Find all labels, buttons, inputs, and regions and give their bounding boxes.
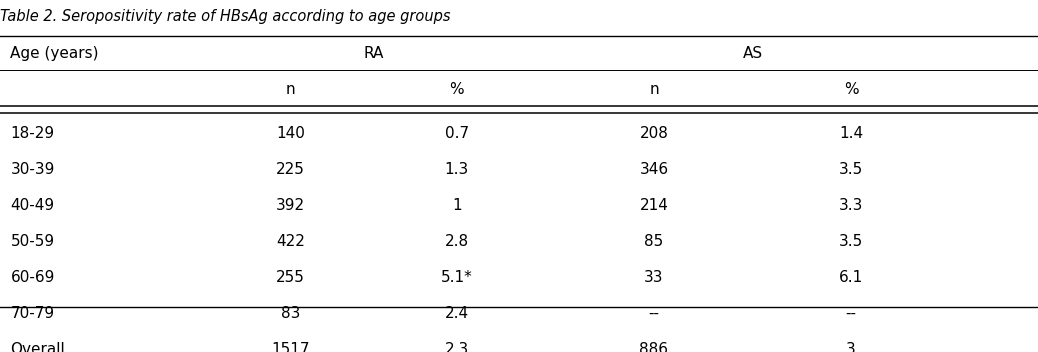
Text: 1.4: 1.4	[839, 126, 864, 141]
Text: 6.1: 6.1	[839, 270, 864, 285]
Text: 0.7: 0.7	[444, 126, 469, 141]
Text: 1.3: 1.3	[444, 162, 469, 177]
Text: 3: 3	[846, 342, 856, 352]
Text: 1: 1	[452, 198, 462, 213]
Text: 1517: 1517	[271, 342, 310, 352]
Text: Age (years): Age (years)	[10, 46, 99, 61]
Text: AS: AS	[742, 46, 763, 61]
Text: --: --	[846, 306, 856, 321]
Text: 3.5: 3.5	[839, 162, 864, 177]
Text: 392: 392	[276, 198, 305, 213]
Text: 3.5: 3.5	[839, 234, 864, 249]
Text: RA: RA	[363, 46, 384, 61]
Text: 422: 422	[276, 234, 305, 249]
Text: 140: 140	[276, 126, 305, 141]
Text: 225: 225	[276, 162, 305, 177]
Text: 5.1*: 5.1*	[441, 270, 472, 285]
Text: 886: 886	[639, 342, 668, 352]
Text: 50-59: 50-59	[10, 234, 55, 249]
Text: 2.3: 2.3	[444, 342, 469, 352]
Text: 60-69: 60-69	[10, 270, 55, 285]
Text: --: --	[649, 306, 659, 321]
Text: 30-39: 30-39	[10, 162, 55, 177]
Text: n: n	[649, 82, 659, 97]
Text: 85: 85	[645, 234, 663, 249]
Text: 83: 83	[281, 306, 300, 321]
Text: 3.3: 3.3	[839, 198, 864, 213]
Text: 70-79: 70-79	[10, 306, 55, 321]
Text: %: %	[449, 82, 464, 97]
Text: n: n	[285, 82, 296, 97]
Text: 18-29: 18-29	[10, 126, 55, 141]
Text: 2.4: 2.4	[444, 306, 469, 321]
Text: 2.8: 2.8	[444, 234, 469, 249]
Text: %: %	[844, 82, 858, 97]
Text: 255: 255	[276, 270, 305, 285]
Text: Overall: Overall	[10, 342, 65, 352]
Text: Table 2. Seropositivity rate of HBsAg according to age groups: Table 2. Seropositivity rate of HBsAg ac…	[0, 10, 450, 24]
Text: 208: 208	[639, 126, 668, 141]
Text: 346: 346	[639, 162, 668, 177]
Text: 40-49: 40-49	[10, 198, 55, 213]
Text: 214: 214	[639, 198, 668, 213]
Text: 33: 33	[645, 270, 663, 285]
